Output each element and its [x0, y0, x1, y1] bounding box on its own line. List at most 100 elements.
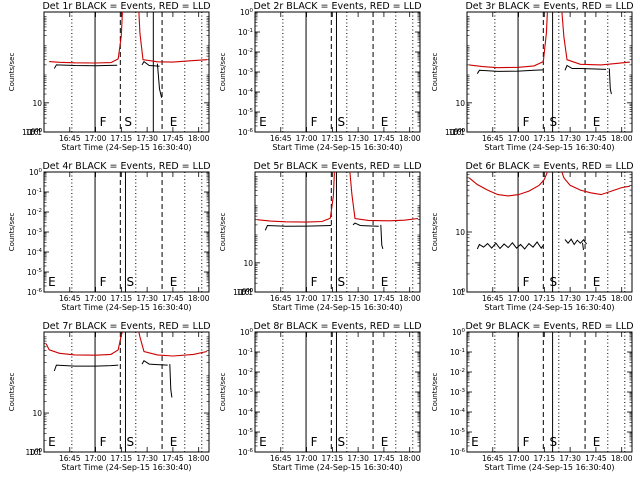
x-tick-label: 17:00	[296, 294, 318, 303]
lld-trace	[49, 12, 123, 64]
x-tick-label: 17:00	[85, 454, 107, 463]
x-tick-label: 17:00	[508, 294, 530, 303]
y-tick-label: 1	[460, 288, 465, 297]
x-tick-label: 16:45	[270, 454, 292, 463]
x-tick-label: 17:45	[373, 134, 395, 143]
x-tick-label: 17:15	[111, 454, 133, 463]
panel-title: Det 4r BLACK = Events, RED = LLD	[42, 161, 210, 172]
interval-marker: E	[593, 115, 601, 129]
events-trace	[380, 224, 384, 250]
interval-marker: E	[381, 435, 389, 449]
interval-marker: E	[170, 435, 178, 449]
x-tick-label: 18:00	[188, 454, 210, 463]
events-trace	[608, 68, 612, 95]
y-axis-label: Counts/sec	[8, 373, 16, 412]
y-tick-label: 10-3	[238, 388, 254, 397]
y-axis-label: Counts/sec	[8, 213, 16, 252]
interval-marker: E	[48, 435, 56, 449]
interval-marker: E	[381, 275, 389, 289]
x-tick-label: 17:30	[136, 294, 158, 303]
interval-marker: F	[523, 115, 530, 129]
x-axis-label: Start Time (24-Sep-15 16:30:40)	[272, 463, 402, 472]
y-tick-label: 10-4	[450, 408, 466, 417]
interval-marker: F	[311, 435, 318, 449]
detector-panel: Det 9r BLACK = Events, RED = LLD 10-6 10-5…	[431, 321, 634, 472]
y-tick-label: 10-5	[450, 428, 466, 437]
y-tick-label: 10000	[22, 128, 43, 137]
y-tick-label: 10-2	[450, 368, 465, 377]
x-tick-label: 17:45	[162, 134, 184, 143]
y-tick-label: 10-1	[238, 28, 253, 37]
x-tick-label: 17:15	[534, 134, 556, 143]
y-tick-label: 100	[240, 8, 254, 17]
detector-panel: Det 8r BLACK = Events, RED = LLD 10-6 10-5…	[219, 321, 422, 472]
x-tick-label: 17:45	[585, 454, 607, 463]
x-tick-label: 17:15	[322, 294, 344, 303]
x-axis-label: Start Time (24-Sep-15 16:30:40)	[61, 303, 191, 312]
y-axis-label: Counts/sec	[431, 213, 439, 252]
lld-trace	[469, 12, 548, 69]
y-tick-label: 100	[240, 288, 254, 297]
y-tick-label: 10	[32, 99, 42, 108]
detector-panel: Det 4r BLACK = Events, RED = LLD 10-6 10-5…	[8, 161, 211, 312]
x-axis-label: Start Time (24-Sep-15 16:30:40)	[484, 463, 614, 472]
x-axis-label: Start Time (24-Sep-15 16:30:40)	[272, 303, 402, 312]
plot-frame	[466, 171, 633, 293]
interval-marker: F	[100, 115, 107, 129]
events-trace	[582, 242, 584, 251]
x-tick-label: 17:30	[347, 294, 369, 303]
x-tick-label: 17:00	[296, 134, 318, 143]
x-tick-label: 17:45	[162, 454, 184, 463]
y-tick-label: 10-6	[27, 288, 43, 297]
interval-marker: E	[48, 275, 56, 289]
plot-frame	[466, 331, 633, 453]
y-tick-label: 10-1	[27, 188, 42, 197]
y-tick-label: 10000	[233, 288, 254, 297]
trace-group	[468, 172, 630, 251]
y-tick-label: 10-3	[238, 68, 254, 77]
interval-marker: S	[549, 435, 557, 449]
interval-marker: F	[100, 435, 107, 449]
lld-trace	[349, 172, 418, 222]
x-tick-label: 18:00	[399, 294, 421, 303]
panel-title: Det 2r BLACK = Events, RED = LLD	[253, 1, 421, 12]
y-tick-label: 1000	[25, 448, 42, 457]
y-tick-label: 10-2	[238, 48, 253, 57]
x-tick-label: 17:45	[162, 294, 184, 303]
lld-trace	[257, 172, 335, 223]
events-trace	[264, 224, 332, 231]
y-tick-label: 10	[243, 259, 253, 268]
y-tick-label: 10-6	[450, 448, 466, 457]
panel-title: Det 7r BLACK = Events, RED = LLD	[42, 321, 210, 332]
interval-marker: E	[259, 115, 267, 129]
trace-group	[469, 12, 630, 95]
panel-title: Det 8r BLACK = Events, RED = LLD	[253, 321, 421, 332]
interval-marker: F	[311, 275, 318, 289]
detector-panel: Det 7r BLACK = Events, RED = LLD10001001…	[8, 321, 211, 472]
interval-marker: S	[549, 275, 557, 289]
events-trace	[169, 364, 173, 398]
y-tick-label: 10-3	[27, 228, 43, 237]
interval-marker: E	[593, 435, 601, 449]
interval-marker: F	[523, 275, 530, 289]
y-tick-label: 1	[37, 448, 42, 457]
y-tick-label: 10-6	[238, 448, 254, 457]
events-trace	[352, 222, 379, 227]
y-tick-label: 100	[29, 448, 43, 457]
events-trace	[476, 241, 544, 250]
interval-marker: F	[100, 275, 107, 289]
detector-panel: Det 6r BLACK = Events, RED = LLD 100 10 1 Co…	[431, 161, 634, 312]
events-trace	[564, 238, 588, 246]
x-tick-label: 17:30	[347, 134, 369, 143]
x-axis-label: Start Time (24-Sep-15 16:30:40)	[272, 143, 402, 152]
x-tick-label: 16:45	[59, 454, 81, 463]
x-tick-label: 18:00	[611, 454, 633, 463]
y-tick-label: 10-1	[238, 348, 253, 357]
panel-title: Det 9r BLACK = Events, RED = LLD	[465, 321, 633, 332]
y-tick-label: 10000	[445, 128, 466, 137]
x-tick-label: 18:00	[611, 294, 633, 303]
y-tick-label: 100	[452, 128, 466, 137]
x-tick-label: 17:15	[111, 134, 133, 143]
lld-trace	[138, 332, 208, 357]
